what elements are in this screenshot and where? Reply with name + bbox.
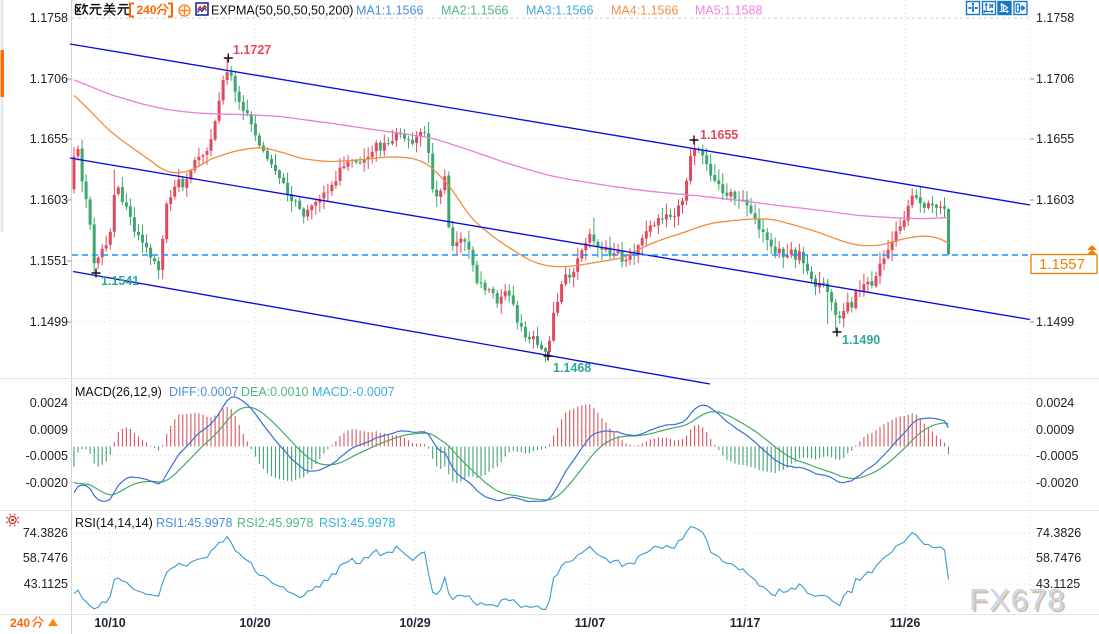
svg-text:1.1706: 1.1706 [30, 72, 68, 86]
svg-text:1.1499: 1.1499 [1036, 315, 1074, 329]
svg-text:240: 240 [137, 3, 157, 17]
svg-text:1.1758: 1.1758 [30, 11, 68, 25]
svg-text:MA4:1.1566: MA4:1.1566 [611, 4, 678, 18]
svg-text:58.7476: 58.7476 [23, 551, 68, 565]
svg-text:DIFF:0.0007: DIFF:0.0007 [169, 385, 239, 399]
svg-text:43.1125: 43.1125 [24, 577, 68, 591]
svg-text:1.1551: 1.1551 [30, 254, 68, 268]
svg-text:RSI(14,14,14): RSI(14,14,14) [75, 516, 153, 530]
svg-text:1.1499: 1.1499 [30, 315, 68, 329]
svg-text:DEA:0.0010: DEA:0.0010 [241, 385, 308, 399]
svg-text:1.1655: 1.1655 [700, 128, 738, 142]
svg-text:FX678: FX678 [969, 582, 1065, 617]
svg-text:EXPMA(50,50,50,50,200): EXPMA(50,50,50,50,200) [211, 4, 353, 18]
svg-text:0.0024: 0.0024 [30, 396, 68, 410]
svg-text:MA5:1.1588: MA5:1.1588 [695, 4, 762, 18]
svg-text:-0.0005: -0.0005 [1036, 449, 1078, 463]
svg-text:10/29: 10/29 [399, 616, 430, 630]
svg-text:0.0024: 0.0024 [1036, 396, 1074, 410]
svg-text:RSI1:45.9978: RSI1:45.9978 [156, 516, 232, 530]
svg-text:RSI2:45.9978: RSI2:45.9978 [237, 516, 313, 530]
svg-text:1.1468: 1.1468 [553, 361, 591, 375]
svg-text:240: 240 [10, 616, 30, 630]
svg-text:10/20: 10/20 [239, 616, 270, 630]
svg-text:0.0009: 0.0009 [30, 423, 68, 437]
svg-text:1.1603: 1.1603 [1036, 193, 1074, 207]
svg-text:1.1541: 1.1541 [101, 274, 139, 288]
svg-text:11/17: 11/17 [730, 616, 761, 630]
svg-text:1.1603: 1.1603 [30, 193, 68, 207]
svg-text:MA2:1.1566: MA2:1.1566 [441, 4, 508, 18]
svg-text:74.3826: 74.3826 [23, 526, 68, 540]
svg-text:1.1655: 1.1655 [30, 132, 68, 146]
svg-text:10/10: 10/10 [94, 616, 125, 630]
svg-text:43.1125: 43.1125 [1036, 577, 1080, 591]
svg-text:MACD(26,12,9): MACD(26,12,9) [75, 385, 162, 399]
svg-text:1.1557: 1.1557 [1039, 256, 1085, 273]
svg-text:11/07: 11/07 [575, 616, 606, 630]
svg-text:MA1:1.1566: MA1:1.1566 [356, 4, 423, 18]
svg-text:1.1706: 1.1706 [1036, 72, 1074, 86]
svg-text:58.7476: 58.7476 [1036, 551, 1081, 565]
svg-text:1.1727: 1.1727 [233, 43, 271, 57]
svg-text:1.1655: 1.1655 [1036, 132, 1074, 146]
svg-text:11/26: 11/26 [890, 616, 921, 630]
svg-text:0.0009: 0.0009 [1036, 423, 1074, 437]
svg-text:74.3826: 74.3826 [1036, 526, 1081, 540]
svg-text:-0.0020: -0.0020 [1036, 476, 1078, 490]
svg-text:1.1490: 1.1490 [842, 333, 880, 347]
svg-text:-0.0020: -0.0020 [26, 476, 68, 490]
svg-text:RSI3:45.9978: RSI3:45.9978 [319, 516, 395, 530]
svg-text:MACD:-0.0007: MACD:-0.0007 [312, 385, 395, 399]
svg-text:FX678: FX678 [971, 584, 1067, 619]
svg-text:-0.0005: -0.0005 [26, 449, 68, 463]
svg-text:MA3:1.1566: MA3:1.1566 [526, 4, 593, 18]
svg-text:1.1758: 1.1758 [1036, 11, 1074, 25]
